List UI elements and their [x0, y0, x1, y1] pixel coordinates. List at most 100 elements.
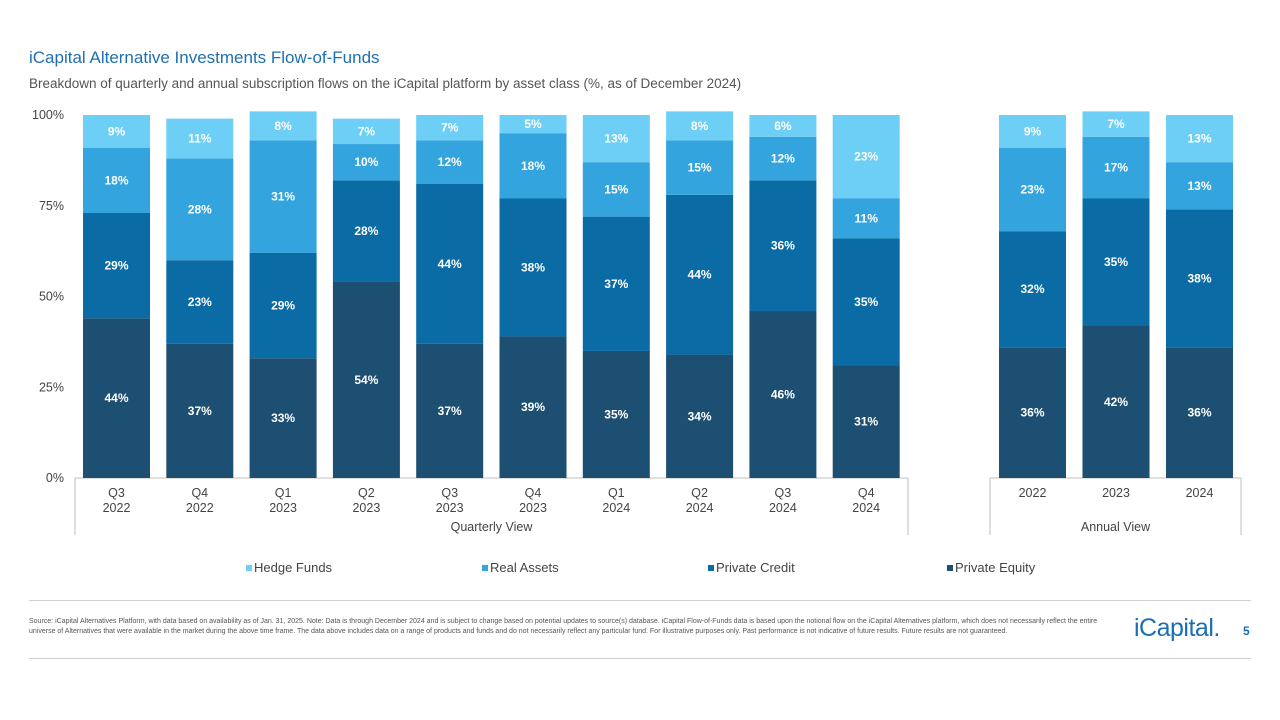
data-label: 11% [188, 132, 212, 146]
x-tick-label: 2022 [186, 501, 214, 515]
bar-segment-real-assets [416, 140, 484, 184]
bar-segment-private-equity [1082, 325, 1150, 478]
data-label: 15% [604, 182, 628, 196]
x-tick-label: Q1 [608, 486, 625, 500]
data-label: 12% [438, 155, 462, 169]
bar-segment-hedge-funds [749, 115, 817, 137]
x-tick-label: 2022 [103, 501, 131, 515]
icapital-logo: iCapital. [1134, 614, 1220, 642]
y-tick-label: 75% [39, 199, 64, 213]
data-label: 18% [521, 159, 545, 173]
bar-segment-hedge-funds [166, 118, 234, 159]
data-label: 37% [188, 404, 212, 418]
bar-segment-private-equity [666, 354, 734, 478]
data-label: 7% [1107, 117, 1125, 131]
data-label: 29% [271, 299, 295, 313]
data-label: 8% [274, 119, 292, 133]
data-label: 9% [1024, 124, 1042, 138]
page-number: 5 [1243, 624, 1250, 638]
legend-swatch-real-assets [482, 565, 488, 571]
data-label: 10% [354, 155, 378, 169]
bar-segment-private-credit [1082, 198, 1150, 326]
data-label: 28% [354, 224, 378, 238]
data-label: 31% [271, 190, 295, 204]
data-label: 7% [441, 121, 459, 135]
bar-segment-private-credit [83, 213, 150, 319]
legend-swatch-private-equity [947, 565, 953, 571]
bar-segment-private-credit [666, 194, 734, 355]
legend-label-hedge-funds: Hedge Funds [254, 560, 333, 575]
data-label: 12% [771, 152, 795, 166]
data-label: 35% [1104, 255, 1128, 269]
bar-segment-private-equity [999, 347, 1066, 478]
bar-segment-private-credit [249, 252, 317, 359]
data-label: 32% [1020, 282, 1044, 296]
data-label: 35% [604, 407, 628, 421]
page-title: iCapital Alternative Investments Flow-of… [29, 48, 380, 67]
data-label: 44% [104, 391, 128, 405]
bar-segment-real-assets [999, 147, 1066, 232]
data-label: 11% [855, 211, 879, 225]
data-label: 44% [688, 268, 712, 282]
bar-segment-hedge-funds [832, 115, 900, 199]
bar-segment-private-equity [749, 311, 817, 478]
x-tick-label: Q4 [858, 486, 875, 500]
stacked-bar-chart: 0%25%50%75%100%44%29%18%9%Q3202237%23%28… [32, 108, 1242, 575]
data-label: 6% [774, 119, 792, 133]
bar-segment-private-credit [582, 216, 650, 351]
bar-segment-hedge-funds [249, 111, 317, 141]
x-tick-label: Q3 [775, 486, 792, 500]
data-label: 38% [1187, 271, 1211, 285]
legend-label-private-credit: Private Credit [716, 560, 795, 575]
bar-segment-private-equity [83, 318, 150, 478]
bar-segment-private-credit [749, 180, 817, 312]
bar-segment-private-equity [582, 350, 650, 478]
bar-segment-real-assets [1082, 136, 1150, 199]
bar-segment-hedge-funds [1082, 111, 1150, 137]
x-group-label: Quarterly View [451, 520, 534, 534]
data-label: 42% [1104, 395, 1128, 409]
data-label: 36% [1187, 406, 1211, 420]
x-tick-label: 2023 [1102, 486, 1130, 500]
bar-segment-real-assets [582, 162, 650, 217]
data-label: 28% [188, 202, 212, 216]
data-label: 5% [524, 117, 542, 131]
data-label: 7% [358, 124, 376, 138]
x-tick-label: 2023 [352, 501, 380, 515]
bar-segment-private-credit [1166, 209, 1233, 348]
data-label: 29% [104, 259, 128, 273]
data-label: 38% [521, 260, 545, 274]
x-tick-label: Q4 [525, 486, 542, 500]
bar-segment-private-equity [416, 343, 484, 478]
source-footnote: Source: iCapital Alternatives Platform, … [29, 618, 1098, 635]
x-tick-label: 2022 [1019, 486, 1047, 500]
data-label: 13% [1187, 132, 1211, 146]
x-tick-label: 2023 [519, 501, 547, 515]
data-label: 23% [188, 295, 212, 309]
y-tick-label: 100% [32, 108, 64, 122]
y-tick-label: 50% [39, 290, 64, 304]
bar-segment-real-assets [499, 133, 567, 199]
bar-segment-hedge-funds [83, 115, 150, 148]
data-label: 33% [271, 411, 295, 425]
footer-divider-top [29, 600, 1251, 601]
y-tick-label: 0% [46, 471, 64, 485]
x-tick-label: 2024 [852, 501, 880, 515]
bar-segment-private-equity [832, 365, 900, 478]
bar-segment-private-equity [1166, 347, 1233, 478]
x-tick-label: Q4 [191, 486, 208, 500]
data-label: 8% [691, 119, 709, 133]
x-tick-label: 2024 [1186, 486, 1214, 500]
bar-segment-real-assets [1166, 162, 1233, 210]
bar-segment-private-credit [166, 260, 234, 344]
data-label: 31% [854, 415, 878, 429]
bar-segment-hedge-funds [416, 115, 484, 141]
bar-segment-private-credit [999, 231, 1066, 348]
x-tick-label: Q3 [108, 486, 125, 500]
data-label: 23% [854, 150, 878, 164]
bar-segment-real-assets [83, 147, 150, 214]
data-label: 36% [1020, 406, 1044, 420]
x-tick-label: Q3 [441, 486, 458, 500]
x-tick-label: 2024 [769, 501, 797, 515]
bar-segment-private-credit [499, 198, 567, 337]
